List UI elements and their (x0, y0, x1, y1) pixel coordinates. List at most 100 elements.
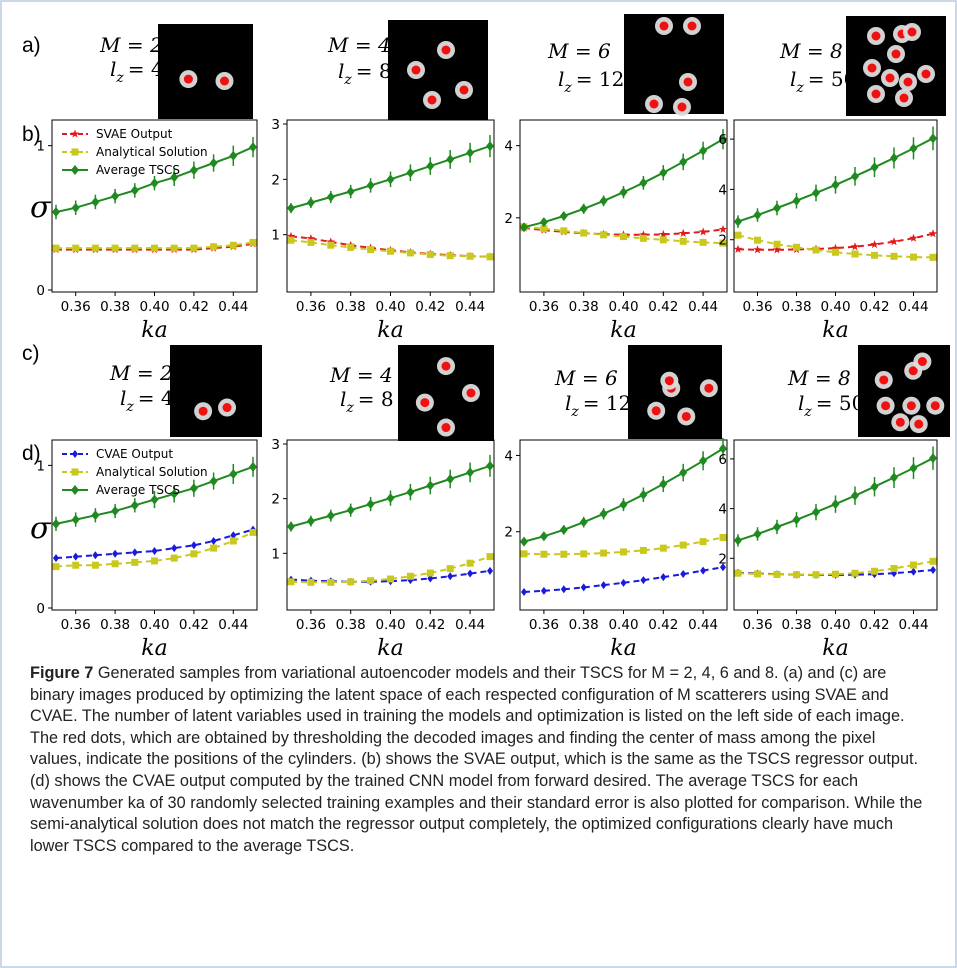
data-point (890, 252, 898, 260)
data-point (540, 550, 548, 558)
data-point (539, 217, 548, 228)
y-tick-label: 0 (36, 283, 45, 299)
data-point (719, 134, 727, 145)
data-point (639, 546, 647, 554)
data-point (326, 510, 335, 521)
data-point (832, 248, 839, 256)
x-tick-label: 0.38 (100, 299, 130, 315)
data-point (871, 567, 878, 575)
series-line (55, 528, 254, 560)
x-tick-label: 0.42 (859, 299, 889, 315)
data-point (660, 573, 667, 582)
y-tick-label: 6 (718, 132, 727, 148)
data-point (580, 583, 587, 592)
y-tick-label: 2 (504, 211, 513, 227)
series-line (523, 226, 724, 236)
data-point (406, 249, 414, 257)
x-axis-label: ka (822, 636, 848, 660)
config-M-label: M = 2 (109, 361, 173, 385)
scatterer-center-dot (930, 401, 940, 411)
data-point (831, 243, 840, 252)
scatterer-center-dot (681, 411, 691, 421)
scatterer-center-dot (885, 73, 895, 83)
data-point (170, 488, 179, 499)
data-point (680, 570, 687, 579)
data-point (151, 546, 158, 555)
scatterer-center-dot (867, 63, 877, 73)
data-point (71, 165, 79, 175)
x-tick-label: 0.42 (179, 299, 209, 315)
data-point (249, 142, 257, 153)
data-point (112, 549, 119, 558)
data-point (210, 243, 218, 251)
config-lz-label: lz = 8 (338, 59, 392, 88)
series-analytical-solution (520, 223, 727, 247)
scatterer-center-dot (683, 77, 693, 87)
config-lz-subscript: z (795, 80, 804, 96)
scatterer-center-dot (907, 27, 917, 37)
data-point (620, 233, 627, 241)
data-point (190, 541, 197, 550)
data-point (446, 252, 454, 260)
data-point (719, 443, 727, 454)
data-point (467, 569, 474, 578)
chart-panel-d-M2: 0 1 0.36 0.38 0.40 0.42 0.44 ka CVAE Output Analy… (36, 439, 258, 660)
data-point (929, 253, 937, 261)
config-lz-subscript: z (115, 70, 124, 86)
figure-canvas: a) b) c) d) σ σ M = 2lz = 4M = 4lz = 8M = … (22, 14, 950, 660)
series-line (290, 569, 491, 583)
config-lz-label: lz = 4 (120, 386, 174, 415)
data-point (386, 493, 395, 504)
data-point (851, 250, 859, 258)
x-axis-label: ka (377, 318, 403, 343)
x-tick-label: 0.36 (296, 617, 326, 633)
data-point (870, 481, 879, 492)
data-point (812, 571, 820, 579)
data-point (347, 243, 355, 251)
data-point (170, 244, 178, 252)
data-point (131, 244, 139, 252)
data-point (679, 541, 687, 549)
data-point (619, 187, 628, 198)
data-point (560, 227, 568, 235)
y-tick-label: 2 (504, 525, 513, 541)
data-point (659, 544, 667, 552)
data-point (131, 548, 138, 557)
series-cvae-output (521, 563, 726, 596)
y-tick-label: 4 (718, 502, 727, 518)
y-tick-label: 1 (36, 458, 45, 474)
data-point (579, 517, 588, 528)
caption-text: Generated samples from variational autoe… (30, 664, 923, 855)
data-point (559, 524, 568, 535)
x-tick-label: 0.44 (688, 617, 718, 633)
legend-label: Analytical Solution (96, 465, 208, 479)
config-lz-subscript: z (345, 400, 354, 416)
scatterer-center-dot (427, 95, 437, 105)
config-images-row-c: M = 2lz = 4 M = 4lz = 8 M = 6lz = 12 M = 8lz = … (109, 345, 950, 441)
scatterer-center-dot (441, 361, 451, 371)
x-tick-label: 0.40 (139, 299, 169, 315)
data-point (52, 207, 60, 218)
y-tick-label: 1 (36, 139, 45, 155)
data-point (229, 150, 238, 161)
y-tick-label: 6 (718, 452, 727, 468)
data-point (466, 467, 475, 478)
data-point (189, 165, 198, 176)
x-tick-label: 0.44 (898, 617, 928, 633)
data-point (720, 563, 726, 572)
data-point (367, 246, 375, 254)
y-tick-label: 1 (271, 546, 280, 562)
data-point (733, 244, 743, 253)
data-point (579, 203, 588, 214)
data-point (599, 195, 608, 206)
x-tick-label: 0.44 (218, 617, 248, 633)
data-point (210, 544, 218, 552)
config-lz-value: = 12 (576, 67, 625, 91)
data-point (773, 240, 781, 248)
axes-frame (733, 119, 938, 293)
chart-panel-b-M8: 2 4 6 0.36 0.38 0.40 0.42 0.44 ka (718, 119, 938, 343)
data-point (446, 154, 455, 165)
data-point (306, 516, 315, 527)
y-tick-label: 0 (36, 601, 45, 617)
x-tick-label: 0.36 (529, 617, 559, 633)
